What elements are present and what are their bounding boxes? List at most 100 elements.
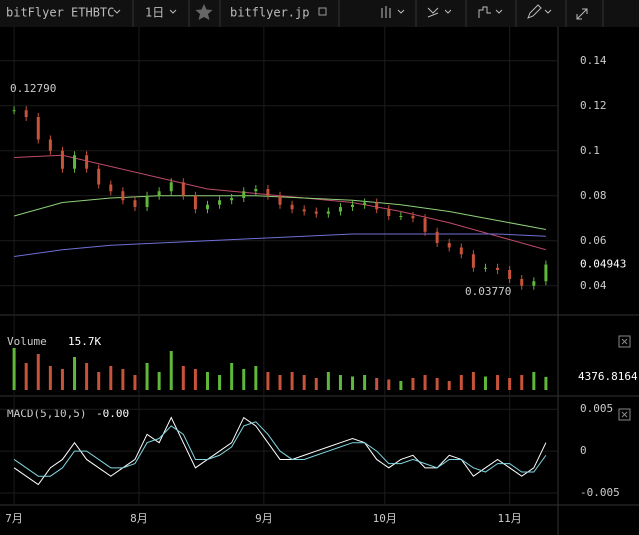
- volume-bar: [459, 375, 463, 390]
- toolbar: bitFlyer ETHBTC 1日 bitflyer.jp: [0, 0, 639, 27]
- volume-bar: [471, 372, 475, 390]
- volume-bar: [12, 348, 16, 390]
- symbol-selector[interactable]: bitFlyer ETHBTC: [6, 6, 114, 20]
- candle: [544, 264, 548, 282]
- volume-bar: [85, 363, 89, 390]
- x-tick-label: 7月: [5, 512, 23, 525]
- draw-button[interactable]: [527, 4, 542, 19]
- favorite-star[interactable]: [195, 4, 213, 20]
- candle: [169, 182, 173, 192]
- candle: [12, 110, 16, 112]
- candle: [133, 200, 137, 207]
- candle: [278, 195, 282, 205]
- volume-bar: [496, 375, 500, 390]
- candle: [447, 243, 451, 248]
- source-link[interactable]: bitflyer.jp: [230, 6, 309, 20]
- volume-bar: [375, 378, 379, 390]
- volume-bar: [157, 372, 161, 390]
- dropdown-arrow: [444, 9, 452, 14]
- candle: [338, 207, 342, 212]
- x-tick-label: 11月: [498, 512, 522, 525]
- candle: [302, 209, 306, 212]
- candle: [242, 191, 246, 198]
- volume-bar: [36, 354, 40, 390]
- candle: [230, 198, 234, 201]
- volume-bar: [205, 372, 209, 390]
- candle: [85, 155, 89, 169]
- volume-bar: [363, 375, 367, 390]
- candle: [193, 195, 197, 210]
- y-tick-label: 0.005: [580, 402, 613, 415]
- volume-bar: [338, 375, 342, 390]
- compare-button[interactable]: [478, 6, 491, 18]
- dropdown-arrow: [544, 9, 552, 14]
- candle: [218, 200, 222, 205]
- volume-bar: [508, 378, 512, 390]
- candle: [205, 204, 209, 210]
- close-macd[interactable]: [618, 408, 631, 421]
- candle: [326, 211, 330, 214]
- volume-bar: [544, 376, 548, 390]
- x-tick-label: 10月: [373, 512, 397, 525]
- dropdown-arrow: [169, 9, 177, 14]
- indicator-button[interactable]: [427, 7, 439, 18]
- volume-bar: [278, 375, 282, 390]
- volume-bar: [266, 372, 270, 390]
- volume-bar: [218, 375, 222, 390]
- moving-average: [14, 233, 546, 257]
- candle: [471, 254, 475, 268]
- y-tick-label: 0.1: [580, 144, 600, 157]
- candle: [145, 195, 149, 207]
- fullscreen-button[interactable]: [576, 8, 588, 20]
- last-price: 0.04943: [580, 258, 626, 271]
- candle: [254, 189, 258, 192]
- link-icon: [318, 7, 327, 16]
- candle: [60, 150, 64, 169]
- close-volume[interactable]: [618, 335, 631, 348]
- x-tick-label: 9月: [255, 512, 273, 525]
- volume-bar: [48, 366, 52, 390]
- interval-selector[interactable]: 1日: [145, 6, 164, 20]
- volume-bar: [411, 378, 415, 390]
- candle: [181, 182, 185, 196]
- candle: [290, 204, 294, 210]
- dropdown-arrow: [113, 9, 121, 14]
- pane-value: -0.00: [96, 407, 129, 420]
- dropdown-arrow: [495, 9, 503, 14]
- high-annotation: 0.12790: [10, 82, 56, 95]
- volume-bar: [290, 372, 294, 390]
- y-tick-label: 0.08: [580, 189, 607, 202]
- y-tick-label: 0.14: [580, 54, 607, 67]
- volume-bar: [326, 372, 330, 390]
- volume-bar: [387, 379, 391, 390]
- candle: [411, 216, 415, 219]
- macd-line: [13, 416, 547, 486]
- candle: [520, 279, 524, 286]
- volume-bar: [133, 375, 137, 390]
- volume-bar: [97, 372, 101, 390]
- pane-title: Volume: [7, 335, 47, 348]
- y-tick-label: 0: [580, 444, 587, 457]
- candle: [435, 231, 439, 243]
- volume-bar: [121, 369, 125, 390]
- candle: [157, 191, 161, 196]
- candle: [387, 209, 391, 216]
- candle: [266, 189, 270, 196]
- pane-title: MACD(5,10,5): [7, 407, 86, 420]
- volume-bar: [242, 369, 246, 390]
- volume-bar: [399, 381, 403, 390]
- candle: [459, 247, 463, 255]
- volume-bar: [193, 369, 197, 390]
- low-annotation: 0.03770: [465, 285, 511, 298]
- macd-line: [13, 421, 547, 477]
- volume-bar: [520, 375, 524, 390]
- chart-type-button[interactable]: [381, 6, 391, 18]
- volume-bar: [532, 372, 536, 390]
- candle: [375, 202, 379, 210]
- volume-bar: [254, 366, 258, 390]
- candle: [36, 117, 40, 140]
- candle: [483, 267, 487, 269]
- volume-bar: [73, 357, 77, 390]
